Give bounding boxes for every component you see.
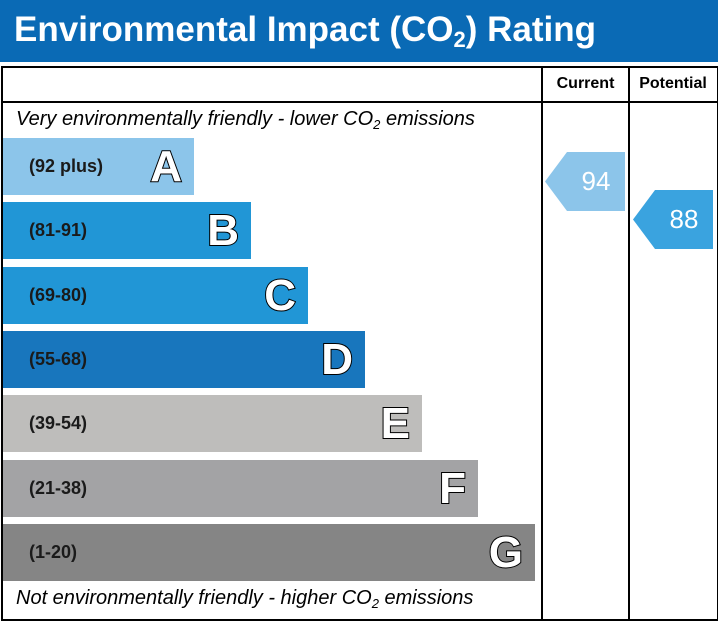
- band-range-label: (1-20): [29, 541, 78, 562]
- top-note: Very environmentally friendly - lower CO…: [16, 108, 475, 132]
- band-letter: G: [488, 527, 524, 578]
- band-c: (69-80) C: [3, 266, 308, 324]
- band-d: (55-68) D: [3, 330, 365, 388]
- band-range-label: (92 plus): [29, 156, 104, 176]
- header-divider: [1, 101, 717, 103]
- current-column-header: Current: [556, 75, 615, 92]
- chart-title: Environmental Impact (CO2) Rating: [14, 10, 597, 52]
- current-rating-arrow: 94: [545, 152, 625, 211]
- band-letter: B: [206, 205, 240, 256]
- current-arrow-shape: [545, 152, 625, 211]
- band-letter: F: [438, 463, 467, 514]
- potential-arrow-shape: [633, 190, 713, 249]
- band-letter: C: [263, 270, 297, 321]
- band-range-label: (21-38): [29, 477, 88, 498]
- band-b: (81-91) B: [3, 202, 251, 260]
- band-range-label: (69-80): [29, 284, 88, 305]
- band-letter: A: [149, 141, 183, 192]
- band-range-label: (81-91): [29, 220, 88, 241]
- current-column-divider: [541, 66, 543, 619]
- potential-rating-arrow: 88: [633, 190, 713, 249]
- title-bar: Environmental Impact (CO2) Rating: [0, 0, 718, 62]
- band-range-label: (39-54): [29, 413, 88, 434]
- band-g: (1-20) G: [3, 523, 535, 581]
- band-letter: D: [320, 334, 354, 385]
- band-range-label: (55-68): [29, 348, 88, 369]
- potential-column-header: Potential: [639, 75, 707, 92]
- current-rating-value: 94: [581, 166, 611, 196]
- potential-rating-value: 88: [669, 204, 699, 234]
- band-f: (21-38) F: [3, 459, 478, 517]
- band-letter: E: [380, 398, 411, 449]
- band-e: (39-54) E: [3, 395, 422, 453]
- bottom-note: Not environmentally friendly - higher CO…: [16, 587, 474, 611]
- band-a: (92 plus) A: [3, 138, 194, 195]
- potential-column-divider: [628, 66, 630, 619]
